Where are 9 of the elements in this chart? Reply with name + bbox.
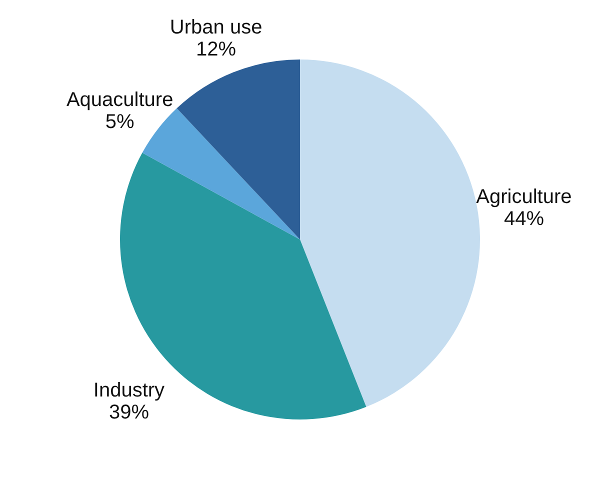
slice-label: Aquaculture [66, 88, 174, 111]
data-label: 44% [504, 208, 544, 230]
slice-label: Urban use [170, 16, 262, 39]
data-label: 12% [196, 38, 236, 61]
data-label: 5% [105, 110, 135, 133]
slice-label: Agriculture [476, 186, 572, 208]
pie-slice [176, 60, 300, 240]
data-label: 39% [108, 401, 150, 424]
slice-label: Industry [93, 379, 165, 402]
